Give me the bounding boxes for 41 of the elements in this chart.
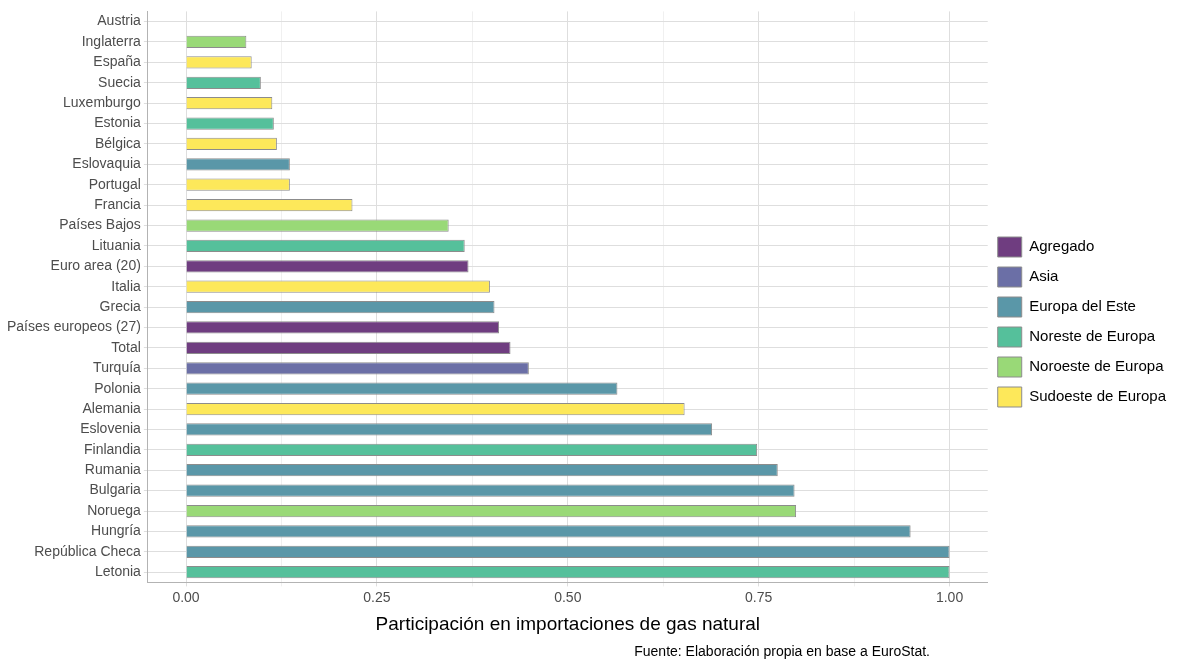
x-tick-label: 1.00 (935, 588, 964, 605)
y-tick-label: Austria (97, 12, 142, 29)
x-tick-label: 0.75 (745, 588, 773, 605)
x-tick-label: 0.00 (172, 588, 200, 605)
legend-label: Agregado (1029, 237, 1095, 255)
y-tick-label: Eslovenia (80, 420, 142, 437)
legend-label: Sudoeste de Europa (1029, 387, 1167, 405)
y-tick-label: Bélgica (94, 134, 142, 151)
legend-label: Noroeste de Europa (1029, 357, 1165, 375)
y-tick-label: Rumania (84, 461, 142, 478)
y-tick-label: Lituania (91, 236, 142, 253)
y-tick-label: Inglaterra (81, 32, 142, 49)
x-axis-title: Participación en importaciones de gas natural (375, 612, 761, 634)
legend-label: Asia (1029, 267, 1060, 285)
x-tick-label: 0.50 (554, 588, 582, 605)
y-tick-label: España (93, 53, 142, 70)
y-tick-label: Bulgaria (89, 481, 142, 498)
y-tick-label: Francia (94, 195, 142, 212)
y-tick-label: Grecia (99, 297, 142, 314)
y-tick-label: Noruega (87, 501, 142, 518)
y-tick-label: Estonia (94, 114, 142, 131)
legend-label: Europa del Este (1029, 297, 1136, 315)
y-tick-label: Eslovaquia (72, 155, 142, 172)
y-tick-label: Turquía (93, 359, 142, 376)
y-tick-label: Hungría (91, 522, 142, 539)
y-tick-label: Países Bajos (59, 216, 141, 233)
legend-label: Noreste de Europa (1029, 327, 1156, 345)
y-tick-label: República Checa (34, 542, 142, 559)
y-tick-label: Letonia (94, 563, 142, 580)
y-tick-label: Italia (111, 277, 142, 294)
y-tick-label: Luxemburgo (63, 94, 142, 111)
y-tick-label: Países europeos (27) (7, 318, 141, 335)
y-tick-label: Euro area (20) (50, 257, 141, 274)
y-tick-label: Portugal (88, 175, 141, 192)
y-tick-label: Total (111, 338, 141, 355)
source-note: Fuente: Elaboración propia en base a EuroStat. (634, 643, 930, 659)
y-tick-label: Suecia (98, 73, 142, 90)
y-tick-label: Finlandia (84, 440, 142, 457)
y-tick-label: Alemania (82, 399, 142, 416)
y-tick-label: Polonia (94, 379, 142, 396)
x-tick-label: 0.25 (363, 588, 391, 605)
